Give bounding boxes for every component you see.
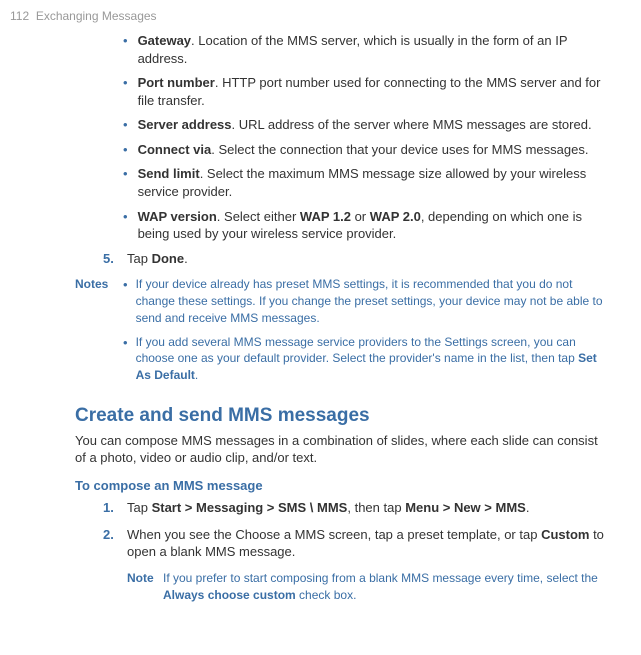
notes-block: Notes •If your device already has preset… <box>18 276 623 391</box>
notes-text: If your device already has preset MMS se… <box>136 276 613 326</box>
bullet-icon: • <box>123 141 128 159</box>
setting-text: Gateway. Location of the MMS server, whi… <box>138 32 623 67</box>
setting-text: Port number. HTTP port number used for c… <box>138 74 623 109</box>
bullet-icon: • <box>123 276 128 326</box>
notes-content: •If your device already has preset MMS s… <box>123 276 623 391</box>
setting-text: Send limit. Select the maximum MMS messa… <box>138 165 623 200</box>
step-number: 5. <box>103 250 127 268</box>
notes-item: •If your device already has preset MMS s… <box>123 276 613 326</box>
bullet-icon: • <box>123 32 128 67</box>
step-number: 1. <box>103 499 127 517</box>
step-number: 2. <box>103 526 127 561</box>
content-area: • Gateway. Location of the MMS server, wh… <box>0 32 641 603</box>
step-text: Tap Done. <box>127 250 623 268</box>
setting-text: WAP version. Select either WAP 1.2 or WA… <box>138 208 623 243</box>
setting-text: Connect via. Select the connection that … <box>138 141 623 159</box>
compose-step: 1.Tap Start > Messaging > SMS \ MMS, the… <box>18 499 623 517</box>
section-title: Create and send MMS messages <box>18 403 623 429</box>
step-5: 5. Tap Done. <box>18 250 623 268</box>
bullet-icon: • <box>123 74 128 109</box>
setting-item: • Port number. HTTP port number used for … <box>18 74 623 109</box>
setting-item: • Send limit. Select the maximum MMS mess… <box>18 165 623 200</box>
bullet-icon: • <box>123 165 128 200</box>
step-text: Tap Start > Messaging > SMS \ MMS, then … <box>127 499 623 517</box>
setting-item: • Gateway. Location of the MMS server, wh… <box>18 32 623 67</box>
setting-item: • WAP version. Select either WAP 1.2 or W… <box>18 208 623 243</box>
setting-text: Server address. URL address of the serve… <box>138 116 623 134</box>
section-description: You can compose MMS messages in a combin… <box>18 432 623 467</box>
note-text: If you prefer to start composing from a … <box>163 570 607 604</box>
step-text: When you see the Choose a MMS screen, ta… <box>127 526 623 561</box>
page-number: 112 <box>10 9 29 23</box>
note-label: Note <box>127 570 163 604</box>
compose-step: 2.When you see the Choose a MMS screen, … <box>18 526 623 561</box>
chapter-title: Exchanging Messages <box>36 9 157 23</box>
bullet-icon: • <box>123 116 128 134</box>
bullet-icon: • <box>123 208 128 243</box>
subheading: To compose an MMS message <box>18 477 623 495</box>
inline-note: Note If you prefer to start composing fr… <box>18 570 623 604</box>
notes-label: Notes <box>75 276 123 391</box>
notes-item: •If you add several MMS message service … <box>123 334 613 384</box>
setting-item: • Connect via. Select the connection that… <box>18 141 623 159</box>
bullet-icon: • <box>123 334 128 384</box>
page-header: 112 Exchanging Messages <box>0 8 641 24</box>
setting-item: • Server address. URL address of the serv… <box>18 116 623 134</box>
notes-text: If you add several MMS message service p… <box>136 334 613 384</box>
